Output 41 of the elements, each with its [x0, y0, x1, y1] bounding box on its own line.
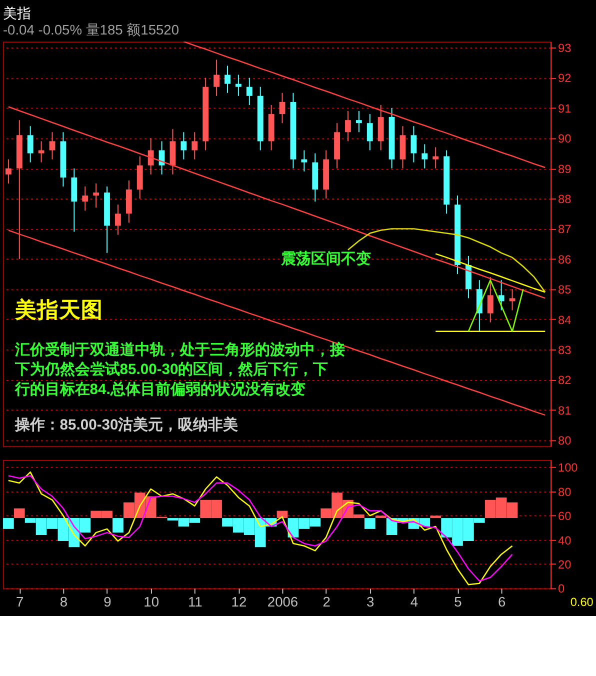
- annotation: 行的目标在84.总体目前偏弱的状况没有改变: [14, 380, 306, 398]
- annotation: 下为仍然会尝试85.00-30的区间，然后下行，下: [14, 361, 328, 378]
- y-tick-label: 93: [558, 41, 572, 56]
- y-tick-label: 81: [558, 403, 572, 418]
- y-tick-label: 40: [558, 533, 572, 548]
- annotation: 操作：85.00-30沽美元，吸纳非美: [14, 415, 238, 434]
- x-tick-label: 12: [231, 593, 247, 610]
- annotation: 美指天图: [14, 296, 103, 322]
- x-tick-label: 6: [498, 593, 506, 610]
- x-tick-label: 2006: [267, 593, 298, 610]
- x-tick-label: 11: [188, 593, 202, 610]
- x-tick-label: 8: [60, 593, 68, 610]
- annotation: 汇价受制于双通道中轨，处于三角形的波动中，接: [14, 341, 345, 358]
- x-tick-label: 5: [454, 593, 462, 610]
- y-tick-label: 92: [558, 71, 572, 86]
- y-tick-label: 100: [558, 460, 578, 475]
- y-tick-label: 80: [558, 484, 572, 499]
- chart-title: 美指: [2, 4, 31, 21]
- x-tick-label: 4: [410, 593, 418, 610]
- text: 0.60: [570, 595, 594, 609]
- y-tick-label: 84: [558, 312, 572, 327]
- y-tick-label: 89: [558, 162, 572, 176]
- x-tick-label: 10: [144, 593, 160, 610]
- x-tick-label: 7: [16, 593, 24, 610]
- x-tick-label: 9: [104, 593, 112, 610]
- chart-subtitle: -0.04 -0.05% 量185 额15520: [2, 22, 180, 38]
- y-tick-label: 60: [558, 509, 572, 524]
- y-tick-label: 87: [558, 222, 572, 236]
- y-tick-label: 83: [558, 342, 572, 357]
- y-tick-label: 88: [558, 192, 572, 206]
- x-tick-label: 3: [366, 593, 375, 610]
- y-tick-label: 85: [558, 282, 572, 297]
- y-tick-label: 91: [558, 101, 572, 116]
- y-tick-label: 82: [558, 373, 572, 388]
- y-tick-label: 0: [558, 582, 566, 596]
- x-tick-label: 2: [322, 593, 330, 610]
- y-tick-label: 20: [558, 557, 572, 572]
- y-tick-label: 86: [558, 252, 572, 266]
- y-tick-label: 90: [558, 132, 572, 146]
- annotation: 震荡区间不变: [280, 250, 372, 268]
- y-tick-label: 80: [558, 434, 572, 448]
